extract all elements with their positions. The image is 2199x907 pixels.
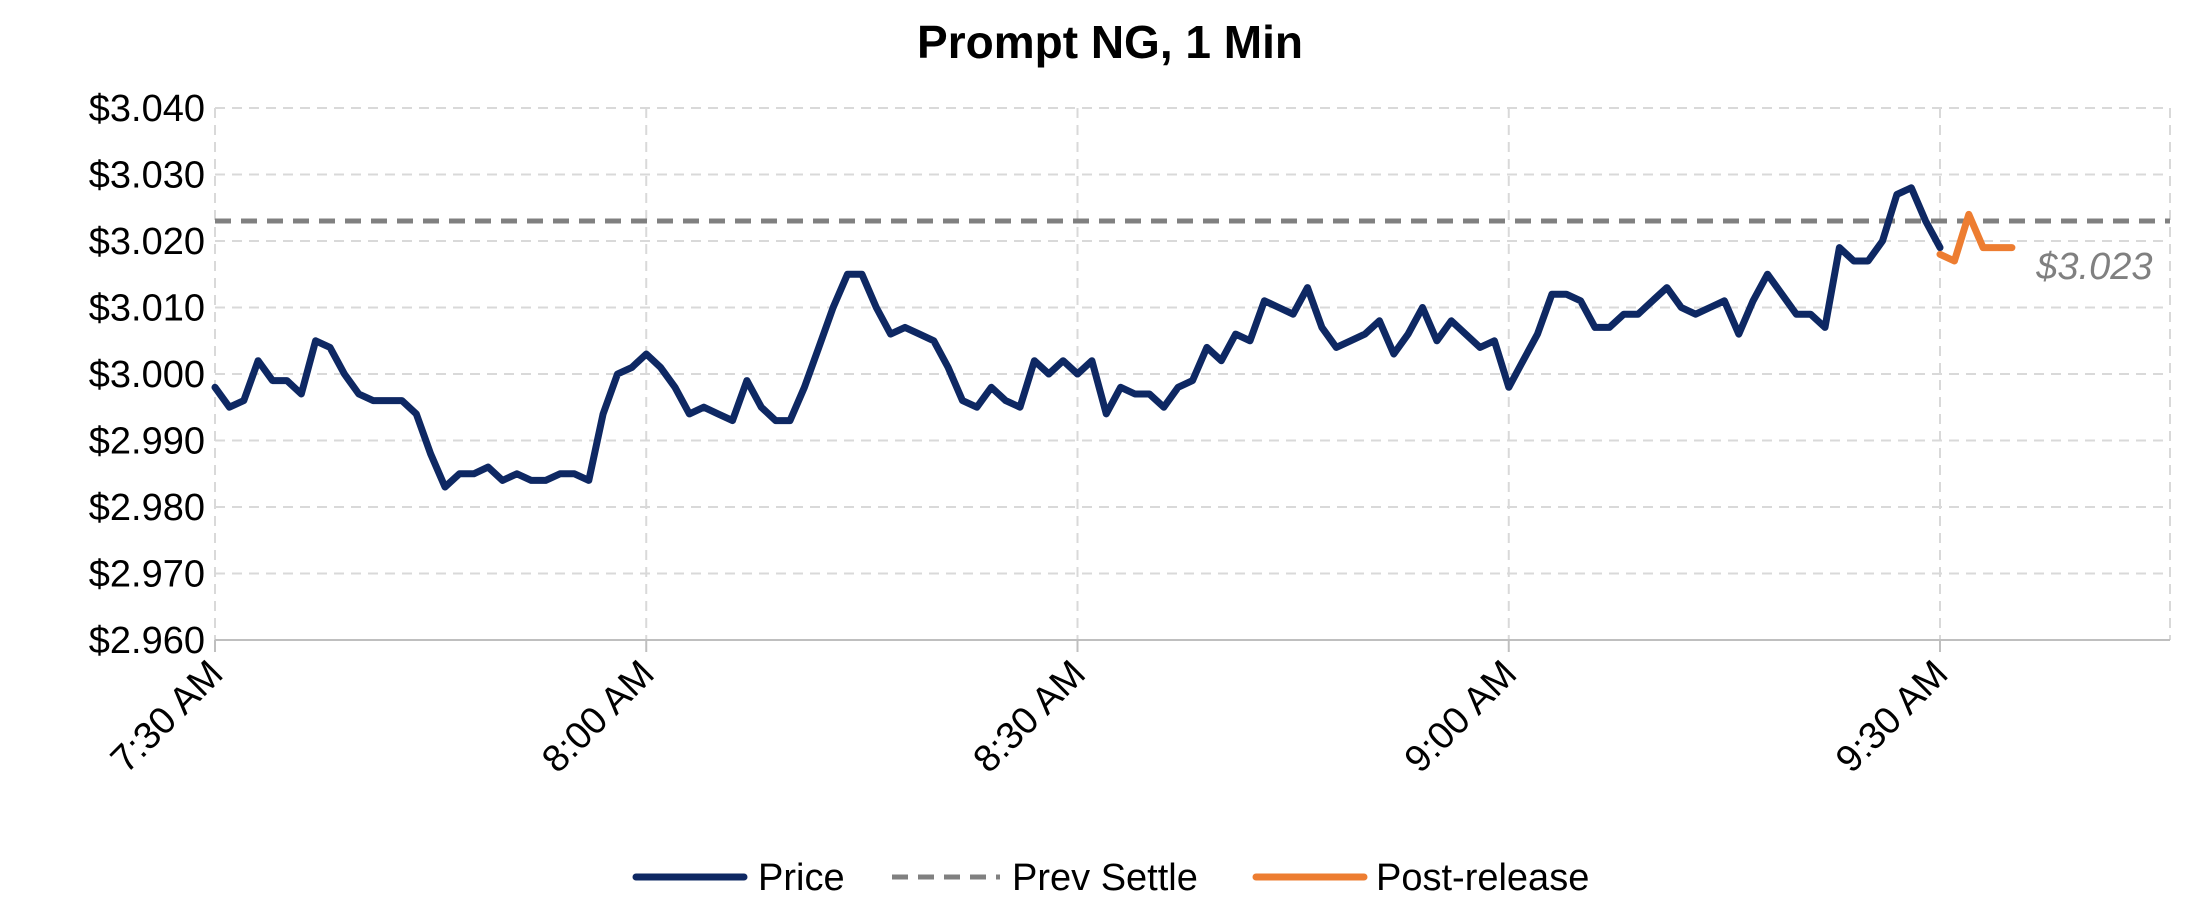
legend-item-price: Price: [632, 857, 845, 899]
x-axis-tick-labels: 7:30 AM 8:00 AM 8:30 AM 9:00 AM 9:30 AM: [103, 653, 1956, 781]
y-tick-label: $3.020: [89, 221, 205, 263]
x-tick-label: 8:30 AM: [966, 653, 1094, 781]
x-tick-label: 9:30 AM: [1828, 653, 1956, 781]
y-tick-label: $2.990: [89, 421, 205, 463]
axes: [214, 639, 2170, 652]
y-tick-label: $3.010: [89, 288, 205, 330]
x-tick-label: 9:00 AM: [1397, 653, 1525, 781]
legend-label-prev-settle: Prev Settle: [1012, 857, 1198, 899]
legend: Price Prev Settle Post-release: [632, 857, 1589, 899]
series-line-price: [211, 184, 1944, 491]
legend-label-price: Price: [758, 857, 845, 899]
legend-item-post-release: Post-release: [1252, 857, 1589, 899]
legend-label-post-release: Post-release: [1376, 857, 1589, 899]
series-line-post-release: [1936, 210, 2016, 265]
y-tick-label: $2.970: [89, 554, 205, 596]
x-tick-label: 8:00 AM: [534, 653, 662, 781]
chart-title: Prompt NG, 1 Min: [917, 16, 1303, 68]
series: [211, 184, 2170, 491]
y-tick-label: $3.000: [89, 354, 205, 396]
annotations: $3.023: [2035, 246, 2152, 288]
y-tick-label: $2.960: [89, 620, 205, 662]
y-tick-label: $3.040: [89, 88, 205, 130]
legend-item-prev-settle: Prev Settle: [892, 857, 1198, 899]
y-tick-label: $3.030: [89, 155, 205, 197]
prev-settle-value-label: $3.023: [2035, 246, 2152, 288]
y-tick-label: $2.980: [89, 487, 205, 529]
y-axis-tick-labels: $2.960 $2.970 $2.980 $2.990 $3.000 $3.010 $3.0…: [89, 88, 205, 662]
x-tick-label: 7:30 AM: [103, 653, 231, 781]
